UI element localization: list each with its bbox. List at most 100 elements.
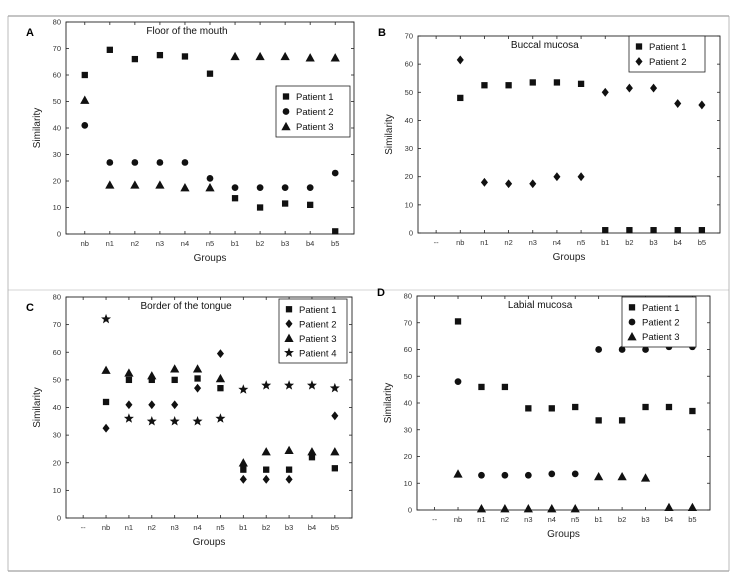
data-point-square [595,417,602,424]
panel-a: 0 10 20 30 40 50 60 70 80 nb n1 n2 n3 n4 n5 b1 b2 b3 b4 b5 G… [26,18,355,264]
legend-marker-triangle [284,333,294,342]
data-point-triangle [230,51,240,61]
data-point-triangle [180,183,190,192]
x-tick-label: n3 [529,238,537,247]
data-point-diamond [529,179,537,189]
data-point-square [481,82,488,89]
legend: Patient 1 Patient 2 [628,35,706,73]
data-point-square [281,200,289,207]
y-tick-label: 30 [404,425,412,434]
y-tick-label: 60 [53,71,61,80]
legend: Patient 1 Patient 2 Patient 3 Patient 4 [278,298,348,364]
data-point-triangle [307,447,317,456]
data-point-diamond [505,179,513,189]
legend-entry-label: Patient 2 [642,318,680,329]
legend-entry-label: Patient 1 [299,305,337,316]
data-point-circle [306,184,314,191]
legend-marker-square [282,93,290,100]
data-point-circle [256,184,264,191]
x-tick-label: b1 [594,515,602,524]
data-point-triangle [192,364,203,373]
legend-marker-diamond [285,319,293,329]
data-point-square [256,204,264,211]
x-tick-label: b5 [688,515,696,524]
x-tick-label: nb [102,523,110,532]
data-point-triangle [617,471,627,481]
data-point-triangle [664,502,674,512]
data-point-diamond [456,55,464,65]
data-point-square [171,376,178,384]
data-point-triangle [255,51,265,61]
legend: Patient 1 Patient 2 Patient 3 [275,85,351,138]
y-axis-label: Similarity [384,114,395,155]
x-tick-label: b3 [649,238,657,247]
x-tick-label: n5 [571,515,579,524]
x-tick-label: n1 [480,238,488,247]
x-tick-label: n4 [553,238,561,247]
y-tick-label: 60 [405,60,413,69]
data-point-circle [595,346,603,353]
x-tick-label: b3 [285,523,293,532]
data-point-diamond [216,349,224,359]
data-point-square [148,376,155,384]
data-point-triangle [500,504,510,513]
x-tick-label: nb [81,239,89,248]
data-point-square [156,51,164,59]
data-point-square [331,465,338,472]
data-point-triangle [238,458,248,467]
y-tick-label: 70 [53,320,61,329]
data-point-diamond [239,474,247,484]
x-tick-label: nb [456,238,464,247]
data-point-square [505,82,512,89]
data-point-star [146,416,157,426]
data-point-triangle [155,180,165,189]
data-point-square [525,405,532,412]
data-point-circle [478,471,485,479]
x-tick-label: n4 [193,523,201,532]
data-point-triangle [215,373,226,383]
data-point-square [102,398,110,406]
data-point-square [618,417,626,424]
data-point-triangle [170,364,180,373]
panels-group: 0 10 20 30 40 50 60 70 80 nb n1 n2 n3 n4 n5 b1 b2 b3 b4 b5 G… [26,18,721,548]
x-tick-label: b2 [618,515,626,524]
legend-entry-label: Patient 4 [299,348,337,359]
x-tick-label: b5 [698,238,706,247]
x-tick-label: -- [81,523,86,532]
data-point-square [217,385,224,392]
panel-letter: B [378,27,386,39]
y-tick-label: 80 [53,293,61,302]
legend: Patient 1 Patient 2 Patient 3 [621,296,697,348]
data-point-diamond [674,99,682,108]
data-point-square [674,227,681,234]
x-tick-label: nb [454,515,462,524]
x-tick-label: n2 [131,239,139,248]
y-tick-label: 40 [53,124,61,133]
x-tick-label: n2 [501,515,509,524]
data-point-circle [331,169,339,177]
data-point-circle [642,346,649,353]
legend-marker-square [635,43,643,50]
y-tick-label: 10 [53,203,61,212]
data-point-circle [548,470,556,478]
x-tick-label: n2 [504,238,512,247]
data-point-triangle [594,471,604,481]
data-point-circle [501,471,509,479]
legend-entry-label: Patient 1 [296,92,334,103]
data-point-circle [206,174,214,182]
data-point-square [501,383,509,391]
x-axis-label: Groups [193,537,226,548]
data-point-square [478,383,485,391]
data-point-square [572,403,579,411]
data-point-triangle [687,502,698,512]
data-point-triangle [570,504,580,513]
data-point-triangle [130,180,140,189]
panel-title: Buccal mucosa [511,40,579,51]
data-point-circle [156,159,164,166]
y-tick-label: 50 [404,372,412,381]
y-tick-label: 30 [53,150,61,159]
data-point-triangle [124,368,134,377]
data-point-triangle [80,95,90,104]
data-point-square [602,227,609,234]
legend-marker-triangle [281,121,291,131]
